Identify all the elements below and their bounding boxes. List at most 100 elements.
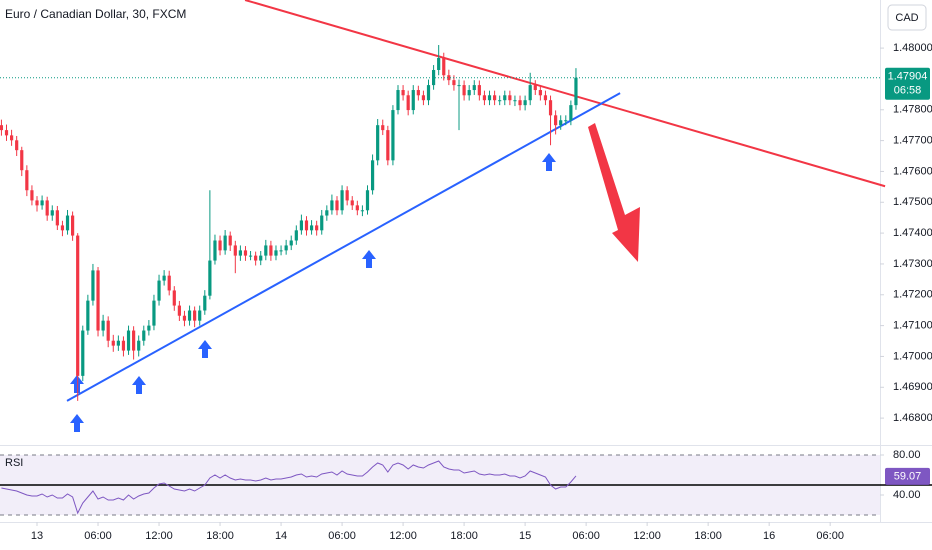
candle-body <box>137 340 141 351</box>
candle-body <box>299 220 304 231</box>
candle-body <box>360 210 365 212</box>
candle-body <box>126 330 131 351</box>
candle-body <box>315 225 319 231</box>
candle-body <box>111 340 115 346</box>
candle-body <box>442 57 446 76</box>
candle-body <box>248 255 253 257</box>
up-arrow <box>198 340 212 358</box>
candle-body <box>15 140 19 151</box>
candle-body <box>4 130 9 136</box>
candle-body <box>193 310 197 321</box>
candle-body <box>309 225 314 231</box>
candle-body <box>198 310 202 321</box>
candle-body <box>335 200 339 211</box>
up-arrow <box>70 414 84 432</box>
rsi-last-box <box>885 467 930 485</box>
candle-body <box>81 330 85 376</box>
candle-body <box>538 90 542 96</box>
x-tick-label: 14 <box>275 530 287 542</box>
candle-body <box>320 215 324 231</box>
candle-body <box>396 90 400 111</box>
candle-body <box>340 190 344 211</box>
y-tick-label: 1.46900 <box>893 381 932 393</box>
candle-body <box>243 250 248 256</box>
candle-body <box>76 235 80 376</box>
x-tick-label: 16 <box>763 530 775 542</box>
candle-body <box>406 95 410 111</box>
candle-body <box>182 315 187 321</box>
candle-body <box>513 100 517 102</box>
candle-body <box>65 215 70 231</box>
candle-body <box>523 100 527 106</box>
up-arrow <box>542 153 556 171</box>
candle-body <box>9 135 14 141</box>
x-tick-label: 12:00 <box>145 530 173 542</box>
x-tick-label: 12:00 <box>633 530 661 542</box>
x-tick-label: 12:00 <box>389 530 417 542</box>
up-arrow <box>362 250 376 268</box>
candle-body <box>55 210 59 226</box>
rsi-line <box>1 460 577 515</box>
candle-body <box>284 245 288 251</box>
x-tick-label: 06:00 <box>816 530 844 542</box>
candle-body <box>91 270 95 301</box>
candle-body <box>106 320 110 341</box>
candle-body <box>218 240 222 251</box>
candle-body <box>533 85 537 91</box>
rsi-title: RSI <box>5 457 23 469</box>
candle-body <box>355 205 359 211</box>
x-tick-label: 06:00 <box>84 530 112 542</box>
y-tick-label: 1.47100 <box>893 320 932 332</box>
candle-body <box>482 95 487 101</box>
candle-body <box>279 250 283 252</box>
candle-body <box>20 150 24 171</box>
candle-body <box>187 310 192 321</box>
x-tick-label: 18:00 <box>694 530 722 542</box>
candle-body <box>416 90 420 96</box>
candle-body <box>254 255 258 261</box>
candle-body <box>208 260 212 296</box>
rsi-y-tick-label: 40.00 <box>893 489 921 501</box>
candle-body <box>172 290 176 306</box>
y-tick-label: 1.47500 <box>893 196 932 208</box>
y-tick-label: 1.48000 <box>893 42 932 54</box>
x-tick-label: 13 <box>31 530 43 542</box>
currency-label[interactable]: CAD <box>895 12 918 24</box>
countdown-label: 06:58 <box>894 85 922 97</box>
candle-body <box>30 190 34 201</box>
candle-body <box>554 115 558 126</box>
y-tick-label: 1.47300 <box>893 258 932 270</box>
candle-body <box>411 90 415 111</box>
candle-body <box>437 57 441 70</box>
candle-body <box>162 275 166 281</box>
candle-body <box>401 90 405 96</box>
candle-body <box>274 250 278 256</box>
candle-body <box>223 235 227 251</box>
candle-body <box>228 235 232 246</box>
candle-body <box>370 160 375 191</box>
candle-body <box>259 255 263 261</box>
candle-body <box>142 330 146 341</box>
candle-body <box>60 225 65 231</box>
y-tick-label: 1.46800 <box>893 412 932 424</box>
candle-body <box>96 270 100 331</box>
currency-button[interactable] <box>887 4 927 31</box>
candle-body <box>518 100 522 106</box>
candle-body <box>528 85 532 101</box>
trendline <box>244 0 886 188</box>
candle-body <box>167 275 171 291</box>
candle-body <box>376 125 380 161</box>
x-tick-label: 06:00 <box>572 530 600 542</box>
candle-body <box>498 100 502 102</box>
candle-body <box>477 85 481 96</box>
candle-body <box>493 95 497 101</box>
up-arrow <box>70 375 84 393</box>
candle-body <box>121 340 126 351</box>
candle-body <box>269 245 273 256</box>
candle-body <box>381 125 385 131</box>
candle-body <box>325 210 329 216</box>
candle-body <box>386 130 390 161</box>
candle-body <box>350 200 354 206</box>
y-tick-label: 1.47200 <box>893 289 932 301</box>
